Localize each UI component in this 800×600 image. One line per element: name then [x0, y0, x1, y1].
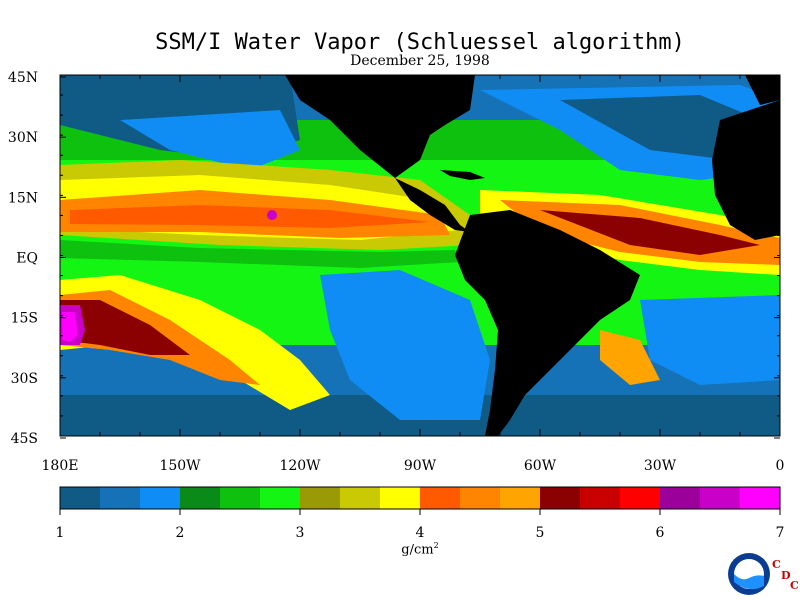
- colorbar-swatch: [660, 487, 701, 509]
- colorbar-swatch: [260, 487, 301, 509]
- lat-label: 45N: [8, 70, 38, 86]
- lon-label: 0: [776, 458, 785, 474]
- lat-label: 30S: [11, 371, 38, 387]
- colorbar-swatch: [220, 487, 261, 509]
- colorbar-swatch: [140, 487, 181, 509]
- map-date: December 25, 1998: [350, 53, 490, 69]
- europe: [745, 75, 780, 105]
- colorbar-swatch: [500, 487, 541, 509]
- colorbar-swatch: [420, 487, 461, 509]
- colorbar-swatch: [340, 487, 381, 509]
- noaa-logo: NOAA: [728, 553, 770, 595]
- lat-label: 45S: [11, 431, 38, 447]
- colorbar-label: 1: [56, 525, 65, 541]
- colorbar-label: 3: [296, 525, 305, 541]
- colorbar-label: 5: [536, 525, 545, 541]
- colorbar-swatch: [380, 487, 421, 509]
- north-america: [285, 75, 475, 178]
- lat-label: 30N: [8, 130, 38, 146]
- colorbar-tick-labels: 1 2 3 4 5 6 7: [56, 509, 785, 541]
- land-masses: [285, 75, 780, 436]
- lon-label: 90W: [404, 458, 437, 474]
- colorbar-swatch: [60, 487, 101, 509]
- central-america: [395, 178, 470, 232]
- map-title: SSM/I Water Vapor (Schluessel algorithm): [155, 30, 685, 55]
- colorbar-swatch: [740, 487, 781, 509]
- caribbean-islands: [440, 170, 485, 180]
- cdc-letter-3: C: [790, 579, 799, 592]
- colorbar-swatch: [540, 487, 581, 509]
- latitude-labels: 45N 30N 15N EQ 15S 30S 45S: [8, 70, 38, 447]
- units-text: g/cm: [401, 542, 434, 558]
- colorbar-swatch: [460, 487, 501, 509]
- units-superscript: 2: [433, 541, 439, 550]
- colorbar-label: 4: [416, 525, 425, 541]
- lon-label: 150W: [159, 458, 201, 474]
- colorbar-swatch: [700, 487, 741, 509]
- axis-ticks: [59, 74, 781, 439]
- cdc-letter-2: D: [781, 569, 791, 582]
- colorbar: [59, 486, 781, 510]
- colorbar-swatch: [580, 487, 621, 509]
- cdc-letter-1: C: [772, 558, 781, 571]
- africa: [712, 100, 780, 240]
- lon-label: 60W: [524, 458, 557, 474]
- lat-label: EQ: [16, 251, 38, 267]
- colorbar-swatch: [620, 487, 661, 509]
- south-america: [455, 210, 640, 436]
- lon-label: 180E: [42, 458, 79, 474]
- colorbar-label: 7: [776, 525, 785, 541]
- noaa-logo-text: NOAA: [740, 561, 758, 568]
- colorbar-units: g/cm2: [0, 541, 800, 557]
- colorbar-label: 6: [656, 525, 665, 541]
- colorbar-label: 2: [176, 525, 185, 541]
- colorbar-swatch: [100, 487, 141, 509]
- colorbar-swatch: [180, 487, 221, 509]
- longitude-labels: 180E 150W 120W 90W 60W 30W 0: [42, 458, 785, 474]
- colorbar-swatch: [300, 487, 341, 509]
- lat-label: 15S: [11, 311, 38, 327]
- lat-label: 15N: [8, 190, 38, 206]
- lon-label: 120W: [279, 458, 321, 474]
- lon-label: 30W: [644, 458, 677, 474]
